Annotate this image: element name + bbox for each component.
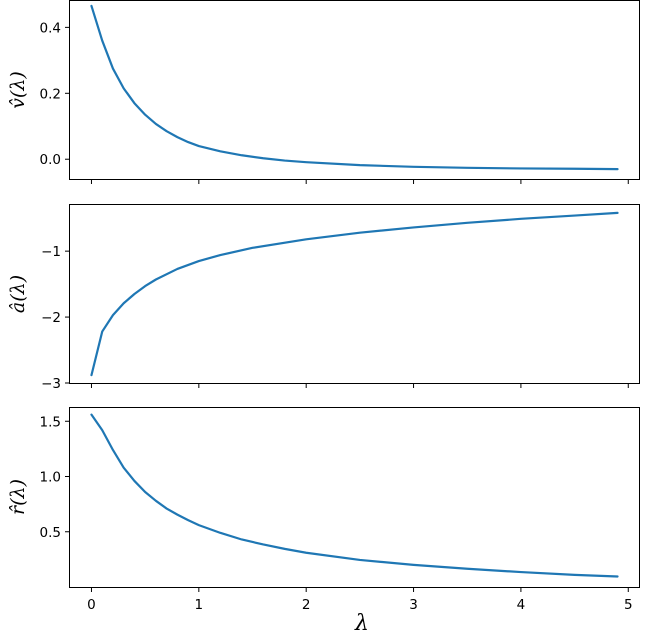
panel-action-function: â(λ) −3 −2 −1 xyxy=(7,204,640,392)
axes-frame-value xyxy=(69,0,640,180)
axes-frame-action xyxy=(69,204,640,384)
panel-value-function: v̂(λ) 0.0 0.2 0.4 xyxy=(7,0,640,184)
y-tick-label-action-1: −2 xyxy=(41,310,61,326)
y-tick-label-value-1: 0.2 xyxy=(40,86,61,102)
x-tick-label-0: 0 xyxy=(87,597,96,613)
y-tick-label-value-0: 0.0 xyxy=(40,152,61,168)
y-axis-label-value: v̂(λ) xyxy=(7,71,29,109)
y-tick-label-action-0: −3 xyxy=(41,376,61,392)
x-tick-label-4: 4 xyxy=(517,597,526,613)
y-axis-label-reward: r̂(λ) xyxy=(7,479,29,515)
x-tick-label-3: 3 xyxy=(409,597,418,613)
series-line-value xyxy=(90,4,619,171)
y-tick-label-action-2: −1 xyxy=(41,244,61,260)
series-line-action xyxy=(90,211,619,377)
axes-frame-reward xyxy=(69,407,640,588)
x-tick-label-2: 2 xyxy=(302,597,311,613)
panel-reward-function: r̂(λ) λ 0.5 1.0 1.5 0 1 2 3 4 5 xyxy=(7,407,640,636)
y-axis-label-action: â(λ) xyxy=(7,275,29,313)
series-line-reward xyxy=(90,413,619,578)
y-tick-label-reward-2: 1.5 xyxy=(40,414,61,430)
x-tick-label-5: 5 xyxy=(624,597,633,613)
x-axis-label: λ xyxy=(354,611,369,636)
y-tick-label-reward-0: 0.5 xyxy=(40,525,61,541)
x-tick-label-1: 1 xyxy=(195,597,204,613)
y-tick-label-value-2: 0.4 xyxy=(40,20,61,36)
y-tick-label-reward-1: 1.0 xyxy=(40,470,61,486)
